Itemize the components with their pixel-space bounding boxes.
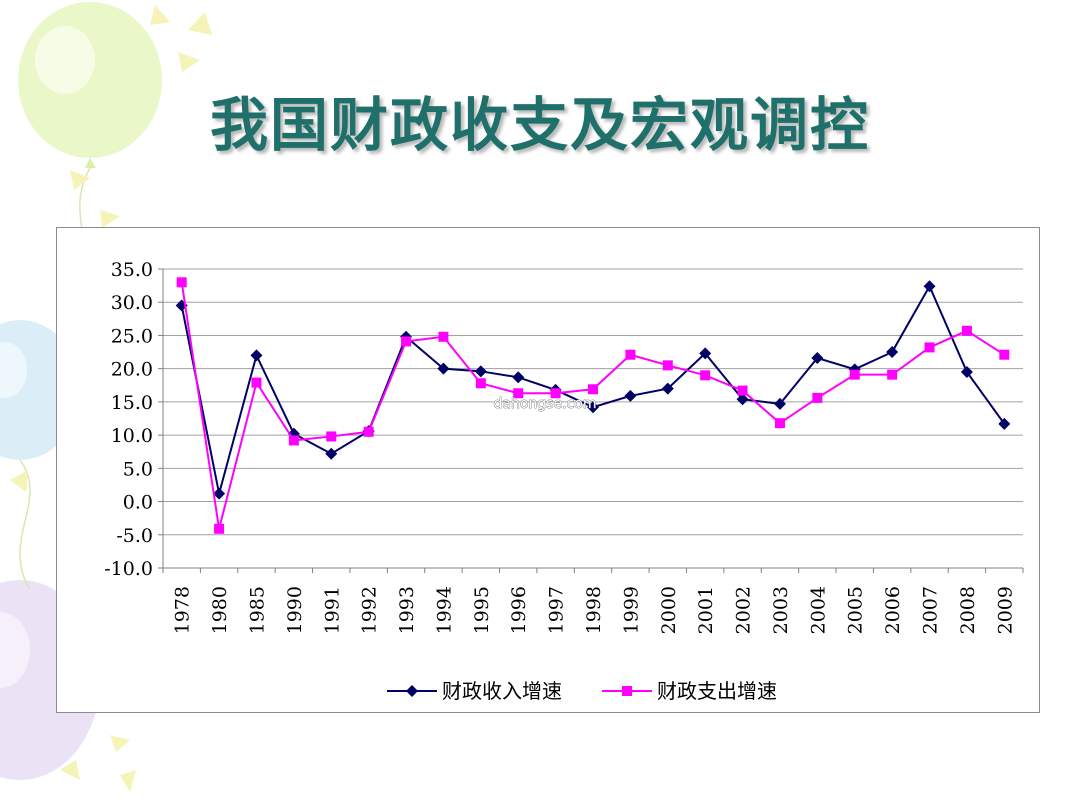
data-point: [960, 365, 973, 378]
legend-label: 财政收入增速: [442, 679, 562, 703]
data-point: [998, 417, 1011, 430]
y-tick-label: 0.0: [123, 492, 153, 514]
data-point: [176, 277, 187, 288]
x-tick-label: 2007: [920, 586, 942, 634]
data-point: [214, 523, 225, 534]
data-point: [550, 388, 561, 399]
data-point: [213, 487, 226, 500]
y-tick-label: -10.0: [104, 558, 153, 580]
data-point: [773, 397, 786, 410]
data-point: [625, 349, 636, 360]
data-point: [624, 389, 637, 402]
data-point: [513, 388, 524, 399]
chart-frame: 35.0 30.0 25.0 20.0 15.0 10.0 5.0 0.0 -5.0 -10.0 …: [56, 227, 1040, 713]
watermark-text: dahongse.com: [494, 396, 597, 412]
legend-item: 财政收入增速: [387, 679, 562, 703]
data-point: [923, 280, 936, 293]
data-point: [401, 336, 412, 347]
x-tick-labels: 1978 1980 1985 1990 1991 1992 1993 1994 1995 1996…: [172, 586, 1017, 634]
x-tick-label: 1999: [620, 586, 642, 634]
series-2: [176, 277, 1010, 534]
data-point: [437, 362, 450, 375]
legend: 财政收入增速 财政支出增速: [387, 679, 777, 703]
data-point: [251, 377, 262, 388]
data-point: [737, 385, 748, 396]
x-tick-label: 2008: [957, 586, 979, 634]
x-tick-label: 1992: [359, 586, 381, 634]
x-tick-label: 2005: [845, 586, 867, 634]
data-point: [474, 365, 487, 378]
data-point: [250, 349, 263, 362]
data-point: [774, 418, 785, 429]
data-point: [700, 370, 711, 381]
x-tick-label: 2009: [994, 586, 1016, 634]
data-point: [699, 347, 712, 360]
x-tick-label: 2002: [733, 586, 755, 634]
data-point: [588, 384, 598, 395]
axes: [158, 268, 1024, 573]
legend-item: 财政支出增速: [602, 679, 777, 703]
data-point: [662, 360, 673, 371]
legend-marker: [406, 685, 418, 697]
x-tick-label: 1995: [471, 586, 493, 634]
slide-title: 我国财政收支及宏观调控: [209, 91, 870, 159]
y-tick-labels: 35.0 30.0 25.0 20.0 15.0 10.0 5.0 0.0 -5.0 -10.0: [104, 259, 153, 580]
legend-label: 财政支出增速: [657, 679, 777, 703]
x-tick-label: 1994: [433, 586, 455, 634]
data-point: [475, 378, 486, 389]
y-tick-label: 15.0: [111, 392, 153, 414]
x-tick-label: 2006: [882, 586, 904, 634]
x-tick-label: 1993: [396, 586, 418, 634]
legend-marker: [622, 686, 632, 696]
data-point: [812, 392, 823, 403]
balloon-green-top-left: [18, 2, 162, 168]
data-point: [587, 401, 599, 414]
line-chart: 35.030.025.020.015.010.05.00.0-5.0-10.0 …: [104, 259, 1024, 703]
y-tick-label: -5.0: [116, 525, 153, 547]
series: [175, 277, 1011, 534]
data-point: [512, 371, 525, 384]
x-tick-label: 1978: [172, 586, 194, 634]
data-point: [363, 426, 374, 437]
data-point: [999, 349, 1010, 360]
x-tick-label: 1985: [246, 586, 268, 634]
x-tick-label: 1991: [321, 586, 343, 634]
data-point: [288, 435, 299, 446]
y-tick-label: 30.0: [111, 292, 153, 314]
x-tick-label: 2000: [658, 586, 680, 634]
data-point: [887, 369, 898, 380]
data-point: [961, 325, 972, 336]
data-point: [849, 369, 860, 380]
y-tick-label: 10.0: [111, 425, 153, 447]
data-point: [736, 393, 749, 406]
data-point: [325, 447, 338, 460]
x-tick-label: 1990: [284, 586, 306, 634]
data-point: [886, 346, 899, 359]
x-tick-label: 1996: [508, 586, 530, 634]
y-tick-label: 5.0: [123, 458, 153, 480]
data-point: [326, 431, 337, 442]
x-tick-label: 2004: [807, 586, 829, 634]
x-tick-label: 2003: [770, 586, 792, 634]
x-tick-label: 1998: [583, 586, 605, 634]
data-point: [924, 342, 935, 353]
y-tick-label: 25.0: [111, 325, 153, 347]
x-tick-label: 1980: [209, 586, 231, 634]
x-tick-label: 1997: [546, 586, 568, 634]
grid-lines: [163, 268, 1023, 569]
data-point: [661, 382, 674, 395]
y-tick-label: 20.0: [111, 359, 153, 381]
y-tick-label: 35.0: [111, 259, 153, 281]
data-point: [811, 352, 824, 365]
data-point: [438, 331, 449, 342]
x-tick-label: 2001: [695, 586, 717, 634]
